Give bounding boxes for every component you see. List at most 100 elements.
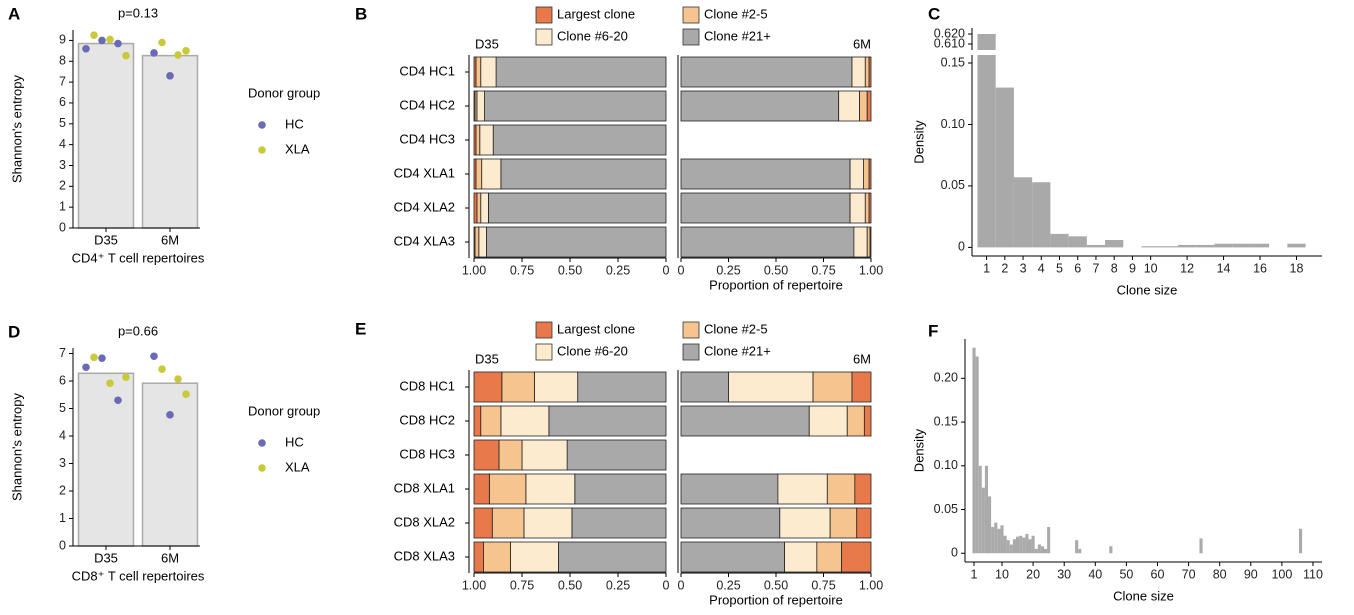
legend-swatch: [682, 343, 700, 361]
bar: [1075, 540, 1079, 554]
x-tick-label: 5: [1056, 261, 1063, 275]
x-axis-title: Proportion of repertoire: [709, 592, 843, 607]
bar: [1232, 243, 1251, 248]
x-tick-label: 18: [1290, 261, 1304, 275]
chart-title: p=0.13: [118, 5, 158, 20]
y-tick-label: 0.05: [941, 178, 965, 192]
bar-segment: [680, 541, 785, 573]
panel-label: D: [8, 322, 20, 341]
dot: [166, 72, 174, 80]
x-tick-label: 0.75: [811, 263, 835, 277]
bar: [1003, 535, 1007, 554]
bar-segment: [488, 473, 527, 505]
bar-segment: [501, 371, 535, 403]
bar-segment: [849, 158, 864, 190]
legend-label: XLA: [285, 141, 310, 156]
bar: [1000, 525, 1004, 554]
y-tick-label: 1: [59, 511, 66, 525]
bar-segment: [680, 473, 779, 505]
bar-segment: [473, 90, 476, 122]
bar: [1109, 546, 1113, 554]
legend-swatch: [535, 321, 553, 339]
bar: [141, 382, 199, 547]
bar-segment: [473, 473, 490, 505]
bar-segment: [838, 90, 861, 122]
bar-segment: [473, 192, 478, 224]
bar-segment: [473, 541, 484, 573]
x-tick-label: 30: [1057, 567, 1071, 581]
y-tick-label: 0.10: [941, 117, 965, 131]
x-tick-label: 1.00: [462, 578, 486, 592]
dot: [158, 38, 166, 47]
panel-label: B: [355, 4, 367, 23]
bar-segment: [476, 90, 485, 122]
bar-segment: [680, 405, 810, 437]
bar-segment: [864, 56, 870, 88]
y-tick-label: CD4 HC1: [399, 63, 455, 78]
bar: [981, 487, 985, 554]
bar: [978, 465, 982, 554]
dot: [182, 390, 190, 399]
legend-swatch: [682, 6, 700, 24]
y-axis-title: Shannon's entropy: [9, 393, 24, 502]
bar-segment: [475, 158, 483, 190]
bar-segment: [521, 439, 568, 471]
bar-segment: [478, 226, 487, 258]
bar-segment: [863, 405, 872, 437]
bar: [1034, 548, 1038, 554]
legend-title: Donor group: [248, 403, 320, 418]
dot: [174, 51, 182, 59]
y-tick-label: CD8 HC2: [399, 412, 455, 427]
y-tick-label: 0.15: [934, 414, 958, 428]
bar: [1006, 540, 1010, 554]
legend-swatch: [535, 343, 553, 361]
dot: [106, 35, 114, 44]
dot: [82, 363, 90, 372]
legend-label: Clone #2-5: [704, 321, 768, 336]
panel-label: F: [928, 321, 938, 340]
x-tick-label: 100: [1271, 567, 1292, 581]
bar: [1105, 240, 1124, 248]
legend-label: Largest clone: [557, 321, 635, 336]
bar-segment: [558, 541, 667, 573]
bar-segment: [486, 226, 667, 258]
x-tick-label: 1.00: [462, 263, 486, 277]
x-tick-label: 1.00: [859, 578, 883, 592]
bar-segment: [856, 507, 872, 539]
y-axis-title: Shannon's entropy: [9, 75, 24, 184]
x-tick-label: 110: [1303, 567, 1323, 581]
bar-segment: [812, 371, 853, 403]
bar: [994, 522, 998, 554]
bar-segment: [680, 226, 855, 258]
y-tick-label: 8: [59, 54, 66, 68]
x-tick-label: 0.25: [606, 263, 630, 277]
bar: [1043, 548, 1048, 554]
y-tick-label: 6: [59, 95, 66, 109]
dot: [150, 49, 158, 57]
legend-label: XLA: [285, 459, 310, 474]
bar-segment: [868, 158, 872, 190]
bar-segment: [784, 541, 818, 573]
bar-segment: [480, 405, 502, 437]
bar-segment: [473, 124, 477, 156]
bar-segment: [487, 192, 667, 224]
dot: [158, 365, 166, 373]
bar: [77, 372, 135, 547]
bar-segment: [853, 226, 868, 258]
bar-segment: [476, 192, 482, 224]
bar-segment: [566, 439, 667, 471]
x-tick-label: 14: [1217, 261, 1231, 275]
x-axis-title: Proportion of repertoire: [709, 277, 843, 292]
x-tick-label: 2: [1001, 261, 1008, 275]
bar-segment: [779, 507, 831, 539]
x-tick-label: 10: [1144, 261, 1158, 275]
y-tick-label: 4: [59, 428, 66, 442]
x-tick-label: D35: [94, 232, 118, 247]
bar-segment: [777, 473, 828, 505]
x-tick-label: 9: [1129, 261, 1136, 275]
bar-segment: [868, 192, 872, 224]
bar-segment: [483, 541, 511, 573]
bar: [1016, 536, 1020, 554]
bar-segment: [481, 158, 502, 190]
dot: [114, 396, 122, 405]
